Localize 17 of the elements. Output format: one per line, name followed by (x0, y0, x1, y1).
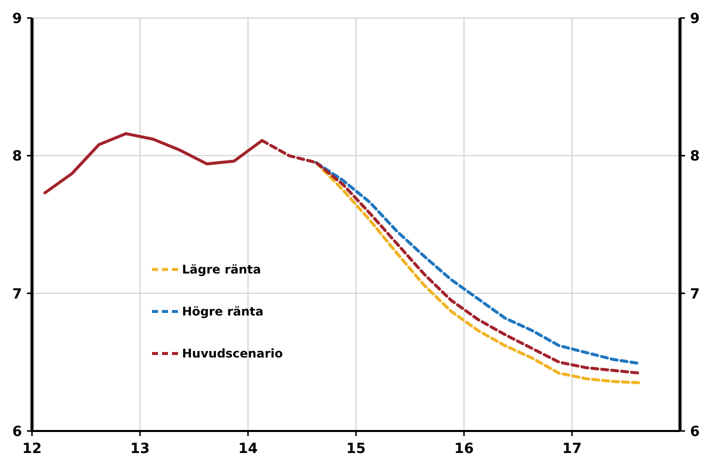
legend-label: Lägre ränta (182, 262, 261, 276)
legend-label: Huvudscenario (182, 346, 283, 360)
y2-tick-label: 8 (690, 148, 700, 165)
x-tick-label: 13 (130, 441, 150, 457)
y-tick-label: 6 (12, 424, 22, 440)
legend-label: Högre ränta (182, 304, 264, 318)
x-tick-label: 17 (562, 441, 582, 457)
y2-tick-label: 9 (690, 11, 700, 27)
x-tick-label: 15 (346, 441, 366, 457)
x-tick-label: 16 (454, 441, 474, 457)
x-tick-label: 14 (238, 441, 258, 457)
x-tick-label: 12 (22, 441, 42, 457)
y-tick-label: 8 (12, 148, 22, 165)
y-tick-label: 7 (12, 286, 22, 302)
y2-tick-label: 6 (690, 424, 700, 440)
y2-tick-label: 7 (690, 286, 700, 302)
y-tick-label: 9 (12, 11, 22, 27)
